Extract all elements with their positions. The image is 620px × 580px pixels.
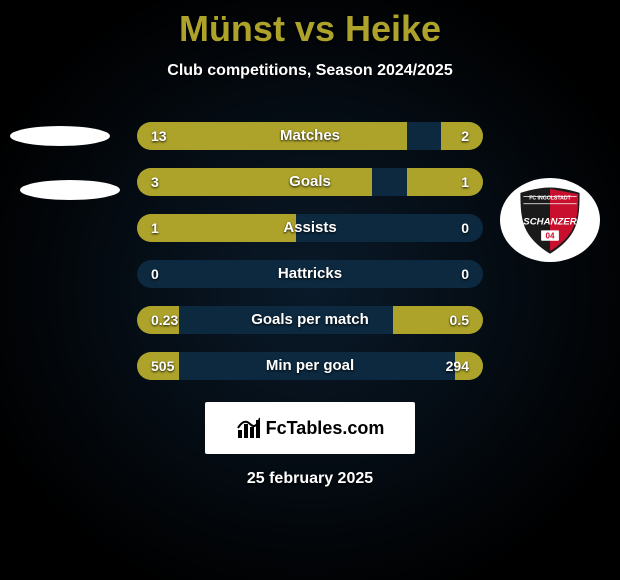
date-label: 25 february 2025 bbox=[0, 470, 620, 488]
stat-row: 0.230.5Goals per match bbox=[137, 306, 483, 334]
stat-label: Goals per match bbox=[137, 306, 483, 334]
left-oval-2 bbox=[20, 180, 120, 200]
left-oval-1 bbox=[10, 126, 110, 146]
stats-list: 132Matches 31Goals 10Assists 00Hattricks 0.2… bbox=[137, 122, 483, 380]
branding-badge: FcTables.com bbox=[205, 402, 415, 454]
stat-label: Min per goal bbox=[137, 352, 483, 380]
stat-row: 31Goals bbox=[137, 168, 483, 196]
stat-label: Matches bbox=[137, 122, 483, 150]
bar-chart-icon bbox=[236, 416, 260, 440]
stat-label: Hattricks bbox=[137, 260, 483, 288]
stat-label: Goals bbox=[137, 168, 483, 196]
stat-row: 00Hattricks bbox=[137, 260, 483, 288]
stat-label: Assists bbox=[137, 214, 483, 242]
svg-text:FC INGOLSTADT: FC INGOLSTADT bbox=[529, 195, 571, 201]
shield-icon: FC INGOLSTADT SCHANZER 04 bbox=[513, 183, 587, 257]
subtitle: Club competitions, Season 2024/2025 bbox=[0, 62, 620, 80]
svg-text:SCHANZER: SCHANZER bbox=[523, 216, 576, 227]
stat-row: 10Assists bbox=[137, 214, 483, 242]
club-crest-right: FC INGOLSTADT SCHANZER 04 bbox=[500, 178, 600, 262]
branding-label: FcTables.com bbox=[266, 418, 385, 439]
comparison-card: Münst vs Heike Club competitions, Season… bbox=[0, 0, 620, 580]
svg-text:04: 04 bbox=[545, 232, 555, 241]
stat-row: 505294Min per goal bbox=[137, 352, 483, 380]
stat-row: 132Matches bbox=[137, 122, 483, 150]
page-title: Münst vs Heike bbox=[0, 0, 620, 50]
